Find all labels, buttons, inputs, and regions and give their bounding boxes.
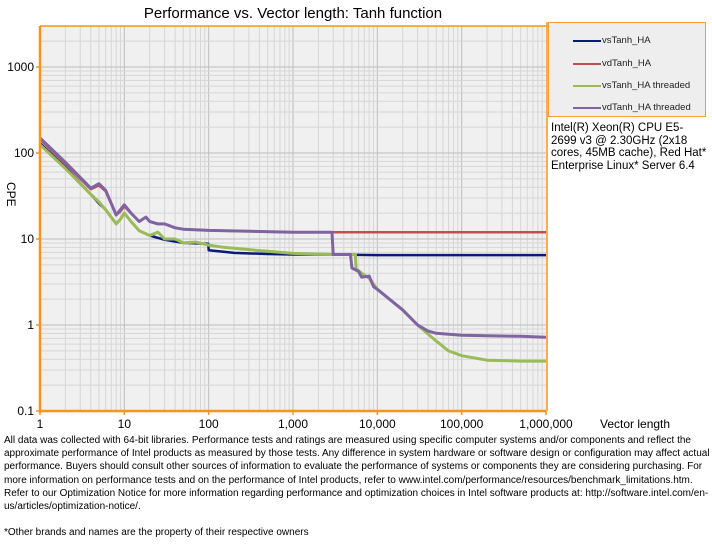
- x-tick-label: 100,000: [440, 417, 484, 431]
- legend-label: vdTanh_HA threaded: [602, 102, 691, 113]
- legend: vsTanh_HA vdTanh_HA vsTanh_HA threaded v…: [548, 22, 706, 117]
- y-tick-label: 10: [21, 232, 35, 246]
- legend-swatch: [573, 84, 601, 87]
- legend-item: vdTanh_HA threaded: [573, 102, 691, 113]
- disclaimer-text: All data was collected with 64-bit libra…: [4, 435, 710, 513]
- legend-label: vdTanh_HA: [602, 58, 652, 69]
- x-tick-label: 1,000,000: [519, 417, 573, 431]
- y-tick-label: 0.1: [17, 404, 34, 418]
- x-tick-label: 1: [37, 417, 44, 431]
- legend-label: vsTanh_HA: [602, 35, 651, 46]
- legend-swatch: [573, 106, 601, 109]
- legend-item: vdTanh_HA: [573, 58, 651, 69]
- y-axis-label: CPE: [4, 182, 18, 207]
- x-tick-label: 10: [118, 417, 132, 431]
- footer: All data was collected with 64-bit libra…: [4, 434, 710, 539]
- legend-item: vsTanh_HA: [573, 35, 651, 46]
- x-tick-label: 1,000: [278, 417, 308, 431]
- x-tick-label: 10,000: [359, 417, 396, 431]
- cpu-config-note: Intel(R) Xeon(R) CPU E5-2699 v3 @ 2.30GH…: [551, 122, 707, 172]
- x-axis-label: Vector length: [600, 417, 671, 431]
- legend-swatch: [573, 39, 601, 42]
- y-tick-label: 1000: [7, 60, 34, 74]
- series-line-vdtanh_ha-threaded: [38, 136, 547, 339]
- legend-label: vsTanh_HA threaded: [602, 80, 691, 91]
- trademark-note: *Other brands and names are the property…: [4, 527, 309, 539]
- legend-item: vsTanh_HA threaded: [573, 80, 690, 91]
- series-line-vstanh_ha-threaded: [38, 143, 546, 363]
- chart-title: Performance vs. Vector length: Tanh func…: [143, 5, 443, 22]
- y-tick-label: 100: [14, 146, 34, 160]
- y-tick-label: 1: [27, 318, 34, 332]
- x-tick-label: 100: [199, 417, 219, 431]
- legend-swatch: [573, 62, 601, 65]
